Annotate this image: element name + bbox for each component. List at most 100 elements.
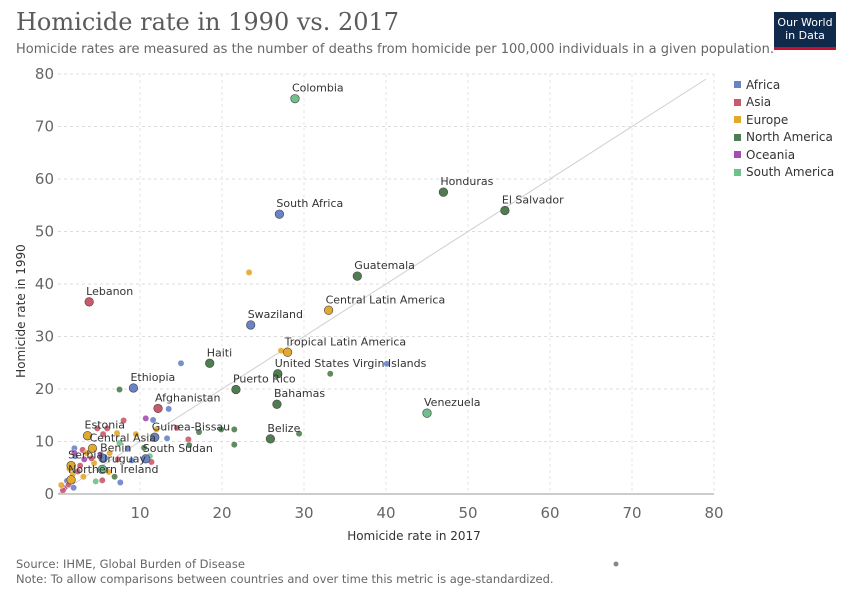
data-point[interactable] — [128, 456, 136, 464]
data-point[interactable] — [195, 428, 203, 436]
data-point[interactable] — [92, 477, 100, 485]
data-point[interactable] — [98, 476, 106, 484]
data-point[interactable] — [93, 424, 101, 432]
data-point[interactable] — [152, 425, 160, 433]
point-labels: Colombia Honduras El Salvador South Africa G… — [68, 82, 564, 476]
point-label: Colombia — [292, 82, 344, 95]
legend-item[interactable]: South America — [734, 164, 834, 182]
legend-swatch-icon — [734, 116, 741, 124]
data-point[interactable] — [70, 449, 78, 457]
data-point[interactable] — [79, 473, 87, 481]
y-tick-label: 80 — [35, 65, 54, 83]
data-point[interactable] — [290, 94, 300, 104]
data-point[interactable] — [120, 417, 128, 424]
point-label: Benin — [100, 441, 131, 454]
data-point[interactable] — [150, 432, 160, 442]
legend-item[interactable]: Oceania — [734, 146, 834, 164]
point-label: South Sudan — [143, 442, 213, 455]
data-point[interactable] — [83, 449, 91, 457]
data-point[interactable] — [116, 479, 124, 486]
data-point[interactable] — [84, 297, 94, 307]
y-axis-label: Homicide rate in 1990 — [14, 244, 28, 378]
legend-item[interactable]: Asia — [734, 94, 834, 112]
data-point[interactable] — [76, 462, 84, 470]
data-point[interactable] — [352, 271, 362, 281]
x-tick-label: 80 — [704, 504, 723, 522]
data-point[interactable] — [97, 464, 107, 474]
x-tick-label: 60 — [540, 504, 559, 522]
y-axis-ticks: 0 10 20 30 40 50 60 70 80 — [35, 65, 54, 503]
data-point[interactable] — [114, 455, 122, 463]
data-point[interactable] — [132, 430, 140, 438]
data-point[interactable] — [205, 358, 215, 368]
data-point[interactable] — [82, 431, 93, 441]
data-point[interactable] — [149, 416, 157, 424]
data-point[interactable] — [116, 439, 123, 447]
x-tick-label: 40 — [376, 504, 395, 522]
data-point[interactable] — [230, 441, 238, 449]
data-point[interactable] — [274, 209, 285, 219]
legend-item[interactable]: Africa — [734, 76, 834, 94]
point-label: Serbia — [68, 449, 103, 462]
owid-logo[interactable]: Our World in Data — [774, 12, 836, 50]
data-point[interactable] — [124, 445, 132, 453]
data-point[interactable] — [99, 430, 107, 438]
logo-line-1: Our World — [777, 16, 833, 29]
point-label: Lebanon — [86, 285, 133, 298]
data-point[interactable] — [88, 454, 96, 462]
point-label: Ethiopia — [130, 371, 175, 384]
data-point[interactable] — [98, 453, 108, 463]
data-point[interactable] — [87, 443, 98, 453]
data-point[interactable] — [142, 414, 150, 422]
data-point[interactable] — [438, 187, 449, 197]
data-point[interactable] — [295, 430, 303, 438]
data-point[interactable] — [173, 424, 181, 432]
point-label: Guinea-Bissau — [152, 420, 230, 433]
data-point[interactable] — [326, 370, 334, 378]
data-point[interactable] — [66, 461, 76, 471]
data-point[interactable] — [116, 386, 123, 393]
data-point[interactable] — [185, 441, 193, 449]
data-point[interactable] — [163, 434, 171, 442]
data-point[interactable] — [324, 305, 334, 315]
x-axis-ticks: 10 20 30 40 50 60 70 80 — [130, 504, 723, 522]
data-point[interactable] — [246, 320, 256, 330]
chart-title: Homicide rate in 1990 vs. 2017 — [16, 8, 400, 36]
data-point[interactable] — [57, 481, 65, 489]
data-point[interactable] — [273, 369, 283, 379]
y-tick-label: 20 — [35, 380, 54, 398]
data-point[interactable] — [141, 454, 151, 464]
data-point[interactable] — [265, 434, 275, 444]
y-tick-label: 30 — [35, 328, 54, 346]
data-point[interactable] — [217, 425, 225, 433]
data-point[interactable] — [245, 269, 253, 276]
data-point[interactable] — [140, 444, 148, 452]
data-point[interactable] — [272, 399, 282, 409]
legend-label: Asia — [746, 95, 772, 110]
data-point[interactable] — [283, 347, 293, 357]
x-axis-label: Homicide rate in 2017 — [347, 529, 481, 543]
data-point[interactable] — [500, 205, 510, 216]
data-point[interactable] — [383, 360, 391, 368]
legend-label: North America — [746, 130, 833, 145]
data-point[interactable] — [230, 425, 238, 433]
data-point[interactable] — [103, 424, 111, 432]
data-point[interactable] — [128, 383, 139, 393]
timeline-handle-icon[interactable] — [613, 561, 619, 567]
data-point[interactable] — [106, 449, 114, 457]
data-point[interactable] — [66, 475, 76, 485]
data-point[interactable] — [80, 455, 88, 463]
legend-label: Europe — [746, 112, 789, 127]
data-point[interactable] — [231, 384, 241, 395]
data-point[interactable] — [74, 467, 82, 475]
legend-item[interactable]: Europe — [734, 111, 834, 129]
data-point[interactable] — [113, 429, 121, 437]
data-point[interactable] — [111, 473, 119, 481]
data-point[interactable] — [70, 484, 78, 492]
data-point[interactable] — [153, 403, 163, 414]
legend-item[interactable]: North America — [734, 129, 834, 147]
data-point[interactable] — [422, 408, 432, 418]
data-point[interactable] — [165, 405, 173, 413]
data-point[interactable] — [177, 359, 185, 367]
data-points — [57, 94, 510, 494]
